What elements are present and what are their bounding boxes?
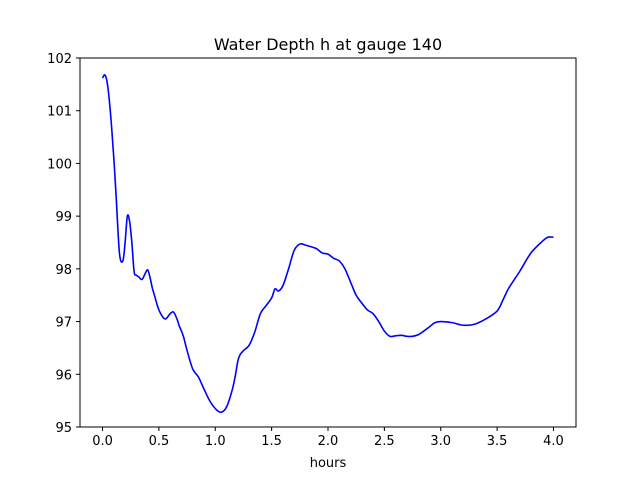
x-tick-label: 0.5 (149, 434, 170, 449)
chart-title: Water Depth h at gauge 140 (214, 35, 442, 54)
x-tick-label: 2.5 (374, 434, 395, 449)
x-tick-label: 2.0 (318, 434, 339, 449)
x-tick-label: 3.0 (430, 434, 451, 449)
y-tick-label: 95 (55, 421, 72, 436)
x-tick-label: 4.0 (543, 434, 564, 449)
y-tick-label: 101 (47, 105, 72, 120)
y-tick-label: 102 (47, 52, 72, 67)
x-tick-label: 3.5 (487, 434, 508, 449)
y-tick-label: 97 (55, 316, 72, 331)
x-axis-label: hours (310, 456, 347, 471)
x-axis: 0.0 0.5 1.0 1.5 2.0 2.5 3.0 3.5 4.0 (92, 427, 564, 449)
y-tick-label: 100 (47, 157, 72, 172)
y-tick-label: 98 (55, 263, 72, 278)
x-tick-label: 1.5 (261, 434, 282, 449)
y-tick-label: 96 (55, 368, 72, 383)
series-layer (101, 74, 554, 414)
x-tick-label: 0.0 (92, 434, 113, 449)
series-line (101, 74, 554, 414)
y-axis: 95 96 97 98 99 100 101 102 (47, 52, 80, 436)
plot-area: 0.0 0.5 1.0 1.5 2.0 2.5 3.0 3.5 4.0 95 96 97 98 99 10… (47, 52, 577, 449)
y-tick-label: 99 (55, 210, 72, 225)
x-tick-label: 1.0 (205, 434, 226, 449)
